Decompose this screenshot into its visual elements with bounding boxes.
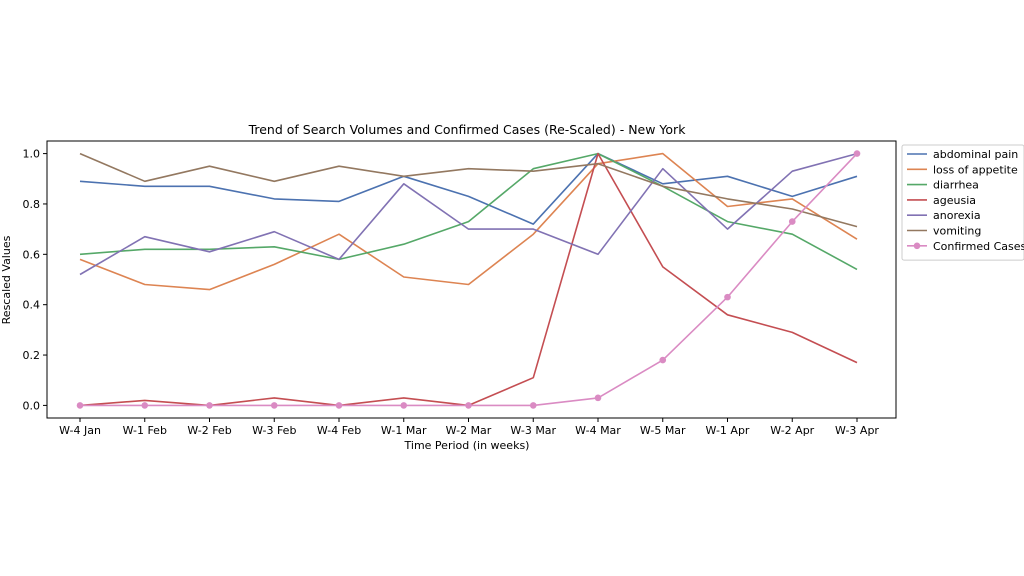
- series-line-confirmed-cases: [80, 153, 858, 407]
- legend-label-abdominal-pain: abdominal pain: [933, 148, 1018, 161]
- legend-label-vomiting: vomiting: [933, 225, 981, 238]
- data-point-confirmed-cases: [335, 402, 343, 409]
- legend: abdominal pain loss of appetite diarrhea ag…: [901, 144, 1024, 261]
- data-point-confirmed-cases: [659, 356, 667, 364]
- data-point-confirmed-cases: [270, 402, 278, 409]
- plot-area: 0.0 0.2 0.4 0.6 0.8 1.0 W-4 Jan W-1 Feb W-2 Feb W…: [23, 148, 880, 437]
- legend-label-confirmed-cases: Confirmed Cases: [933, 240, 1024, 253]
- x-tick-label: W-4 Feb: [317, 424, 361, 437]
- x-axis-label: Time Period (in weeks): [404, 439, 530, 452]
- legend-label-loss-of-appetite: loss of appetite: [933, 163, 1018, 176]
- legend-label-diarrhea: diarrhea: [933, 179, 979, 192]
- series-line-abdominal-pain: [79, 152, 858, 225]
- data-point-confirmed-cases: [400, 402, 408, 409]
- x-tick-label: W-1 Mar: [381, 424, 427, 437]
- legend-label-anorexia: anorexia: [933, 209, 981, 222]
- data-point-confirmed-cases: [594, 394, 602, 402]
- y-tick-label: 0.4: [23, 299, 41, 312]
- chart-title: Trend of Search Volumes and Confirmed Ca…: [248, 122, 687, 137]
- y-tick-label: 1.0: [23, 148, 41, 161]
- data-point-confirmed-cases: [853, 150, 861, 157]
- y-tick-label: 0.0: [23, 399, 41, 412]
- x-tick-label: W-4 Jan: [59, 424, 101, 437]
- x-tick-label: W-3 Mar: [510, 424, 556, 437]
- y-tick-label: 0.2: [23, 349, 41, 362]
- y-axis-label: Rescaled Values: [0, 235, 13, 324]
- data-point-confirmed-cases: [141, 402, 149, 409]
- legend-label-ageusia: ageusia: [933, 194, 976, 207]
- x-tick-label: W-1 Apr: [706, 424, 750, 437]
- series-line-vomiting: [79, 152, 858, 228]
- x-tick-label: W-4 Mar: [575, 424, 621, 437]
- x-tick-label: W-2 Feb: [187, 424, 231, 437]
- data-point-confirmed-cases: [206, 402, 213, 409]
- data-point-confirmed-cases: [788, 218, 796, 225]
- legend-box: [901, 144, 1024, 261]
- x-tick-label: W-1 Feb: [123, 424, 167, 437]
- data-point-confirmed-cases: [76, 402, 84, 409]
- plot-frame: [46, 140, 897, 419]
- legend-marker-confirmed-cases: [913, 242, 921, 250]
- data-point-confirmed-cases: [529, 402, 537, 409]
- x-tick-label: W-3 Feb: [252, 424, 296, 437]
- series-line-loss-of-appetite: [79, 152, 858, 291]
- series-line-diarrhea: [79, 152, 858, 271]
- y-tick-label: 0.8: [23, 198, 41, 211]
- series-line-ageusia: [79, 152, 858, 407]
- data-point-confirmed-cases: [465, 402, 472, 409]
- y-tick-label: 0.6: [23, 248, 41, 261]
- data-point-confirmed-cases: [724, 293, 731, 301]
- x-tick-label: W-2 Apr: [770, 424, 814, 437]
- x-tick-label: W-2 Mar: [446, 424, 492, 437]
- x-tick-label: W-5 Mar: [640, 424, 686, 437]
- series-line-anorexia: [79, 152, 858, 276]
- x-tick-label: W-3 Apr: [835, 424, 879, 437]
